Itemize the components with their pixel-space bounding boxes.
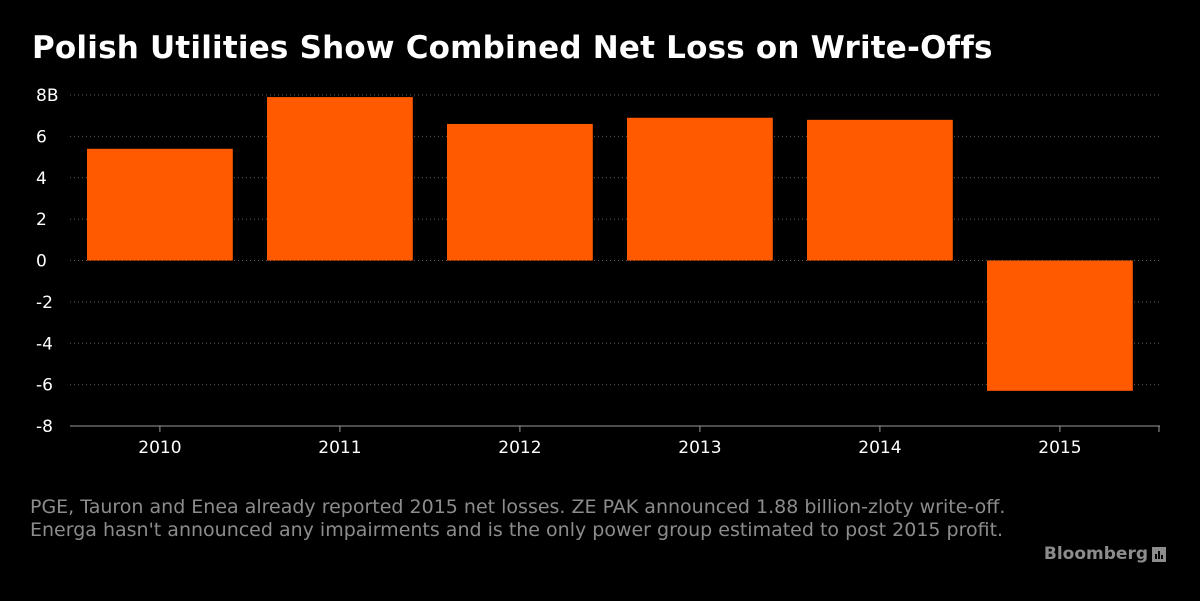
x-tick-label: 2013: [678, 438, 721, 458]
bar-2010: [87, 148, 233, 261]
y-tick-label: 6: [36, 127, 47, 147]
chart-title: Polish Utilities Show Combined Net Loss …: [32, 30, 993, 66]
bar-2014: [807, 119, 953, 261]
y-tick-label: -8: [36, 417, 53, 437]
x-tick-label: 2012: [498, 438, 541, 458]
y-tick-label: 2: [36, 210, 47, 230]
x-tick-label: 2011: [318, 438, 361, 458]
bar-2012: [447, 123, 593, 261]
bar-2015: [987, 260, 1133, 391]
chart-footnote: PGE, Tauron and Enea already reported 20…: [30, 496, 1006, 541]
y-tick-label: 4: [36, 169, 47, 189]
y-tick-label: -4: [36, 334, 53, 354]
grid-lines: [70, 94, 1160, 386]
x-tick-label: 2010: [138, 438, 181, 458]
y-tick-label: 0: [36, 252, 47, 272]
x-tick-label: 2014: [858, 438, 901, 458]
bar-2011: [267, 97, 413, 261]
y-tick-label: -6: [36, 376, 53, 396]
y-tick-label: 8B: [36, 86, 58, 106]
bar-2013: [627, 117, 773, 261]
x-tick-label: 2015: [1038, 438, 1081, 458]
x-axis-tick-labels: 2010 2011 2012 2013 2014 2015: [138, 438, 1081, 458]
y-tick-label: -2: [36, 293, 53, 313]
bars: [87, 97, 1133, 391]
bloomberg-logo-text: Bloomberg: [1043, 544, 1148, 564]
bloomberg-chart-icon: [1152, 547, 1166, 562]
x-axis: [70, 425, 1160, 432]
y-axis-tick-labels: 8B 6 4 2 0 -2 -4 -6 -8: [36, 86, 58, 437]
